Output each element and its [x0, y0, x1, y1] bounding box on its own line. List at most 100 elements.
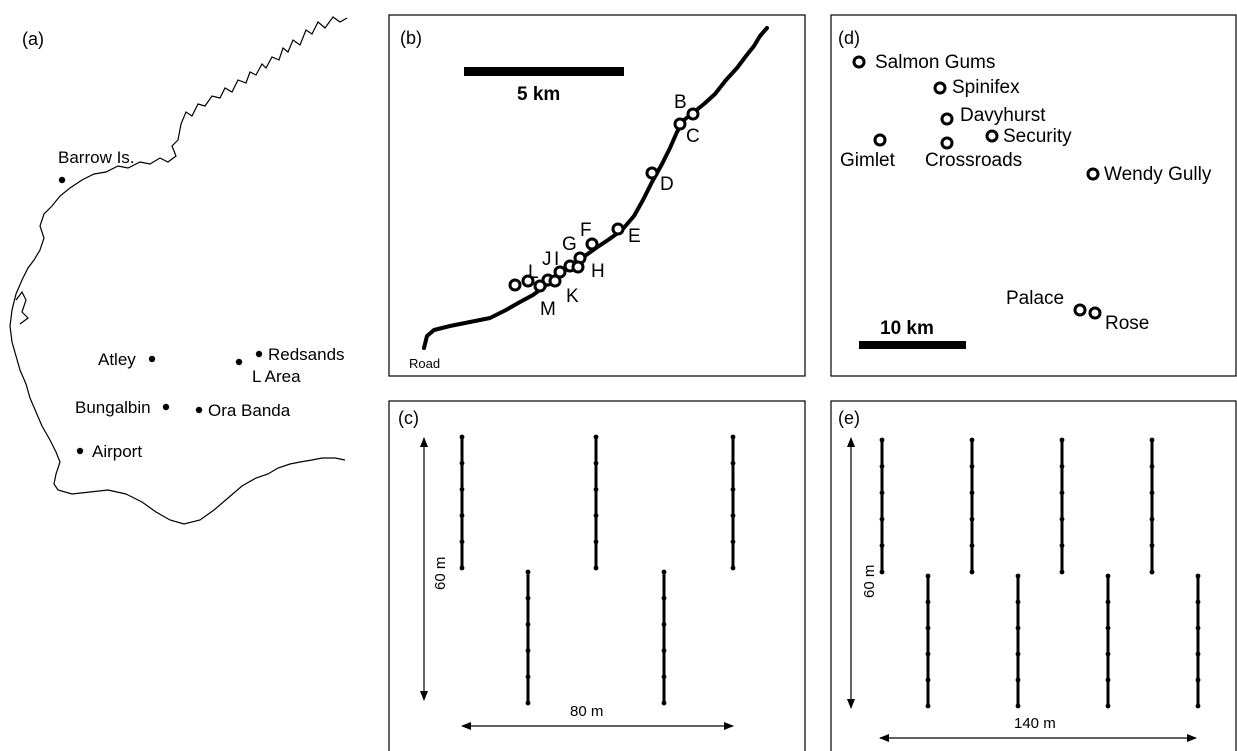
transect-point: [525, 595, 531, 601]
site-marker: [985, 129, 999, 143]
transect-point: [1015, 625, 1021, 631]
panel-b-frame: [388, 14, 806, 377]
transect-point: [925, 703, 931, 709]
transect-point: [879, 543, 885, 548]
transect-line: [1059, 437, 1065, 575]
site-marker: [940, 136, 954, 150]
transect-point: [1059, 490, 1065, 496]
site-marker: [585, 237, 599, 251]
transect-point: [925, 573, 931, 579]
transect-point: [1105, 651, 1111, 657]
transect-line: [525, 569, 531, 706]
transect-point: [661, 700, 667, 706]
site-label: M: [540, 299, 556, 320]
panel-e: (e) 60 m 140 m: [830, 400, 1237, 751]
transect-point: [969, 490, 975, 496]
place-dot: [58, 176, 66, 184]
transect-point: [593, 539, 599, 545]
transect-point: [1015, 677, 1021, 683]
height-label: 60 m: [861, 565, 878, 598]
panel-d-frame: [830, 14, 1237, 377]
site-label: Spinifex: [952, 77, 1020, 98]
site-marker: [686, 107, 700, 121]
place-label: Bungalbin: [75, 398, 151, 417]
site-marker: [521, 274, 535, 288]
transect-point: [879, 569, 885, 575]
transect-point: [459, 539, 465, 545]
place-label: Atley: [98, 350, 136, 369]
transect-point: [593, 460, 599, 466]
place-markers: [58, 176, 263, 455]
panel-a: (a) Barrow Is. Atley Redsands L Area Bun…: [9, 16, 348, 525]
transect-point: [1105, 703, 1111, 709]
panel-e-frame: [830, 400, 1237, 751]
panel-a-label: (a): [22, 29, 44, 49]
site-marker: [1073, 303, 1087, 317]
site-label: I: [554, 249, 559, 270]
transect-point: [661, 569, 667, 575]
site-marker: [852, 55, 866, 69]
transect-point: [925, 625, 931, 631]
place-dot: [76, 447, 84, 455]
road-line: [422, 26, 769, 350]
transect-point: [1105, 573, 1111, 579]
scale-bar: [464, 67, 624, 76]
transect-point: [593, 434, 599, 440]
site-marker: [645, 166, 659, 180]
transect-point: [730, 434, 736, 440]
transect-point: [925, 677, 931, 683]
site-label: K: [566, 286, 579, 307]
site-marker: [508, 278, 522, 292]
site-marker: [571, 260, 585, 274]
site-marker: [940, 112, 954, 126]
site-marker: [673, 117, 687, 131]
transect-point: [969, 437, 975, 443]
transect-point: [1105, 599, 1111, 605]
site-label: Davyhurst: [960, 105, 1046, 126]
transect-line: [925, 573, 931, 709]
site-label: C: [686, 126, 700, 147]
transect-point: [1195, 677, 1201, 683]
transect-point: [593, 513, 599, 518]
transect-point: [525, 622, 531, 627]
transect-point: [661, 674, 667, 680]
transect-point: [730, 565, 736, 571]
transect-point: [969, 543, 975, 548]
panel-e-label: (e): [838, 408, 860, 428]
transect-point: [879, 437, 885, 443]
site-label: Crossroads: [925, 150, 1022, 171]
place-label: Airport: [92, 442, 142, 461]
site-label: Salmon Gums: [875, 52, 995, 73]
transect-line: [661, 569, 667, 706]
site-label: B: [674, 92, 687, 113]
panel-c: (c) 60 m 80 m: [388, 400, 806, 751]
transect-point: [525, 569, 531, 575]
transect-point: [879, 490, 885, 496]
scale-bar: [859, 341, 966, 349]
transect-point: [925, 651, 931, 657]
transect-point: [459, 434, 465, 440]
transect-point: [661, 595, 667, 601]
place-label: Barrow Is.: [58, 148, 135, 167]
transect-point: [1149, 490, 1155, 496]
transect-point: [525, 700, 531, 706]
panel-d-label: (d): [838, 28, 860, 48]
site-marker: [533, 279, 547, 293]
site-label: Wendy Gully: [1104, 164, 1212, 185]
transect-line: [879, 437, 885, 575]
site-marker: [548, 274, 562, 288]
transect-point: [459, 460, 465, 466]
transects: [459, 434, 736, 706]
transect-point: [969, 464, 975, 469]
site-marker: [1086, 167, 1100, 181]
coastline-inlet: [15, 290, 29, 325]
transect-line: [1149, 437, 1155, 575]
place-dot: [148, 355, 156, 363]
transect-point: [593, 565, 599, 571]
place-dot: [195, 406, 203, 414]
site-label: H: [591, 261, 605, 282]
place-dot: [162, 403, 170, 411]
place-dot: [255, 350, 263, 358]
site-marker: [611, 222, 625, 236]
transect-point: [1195, 573, 1201, 579]
